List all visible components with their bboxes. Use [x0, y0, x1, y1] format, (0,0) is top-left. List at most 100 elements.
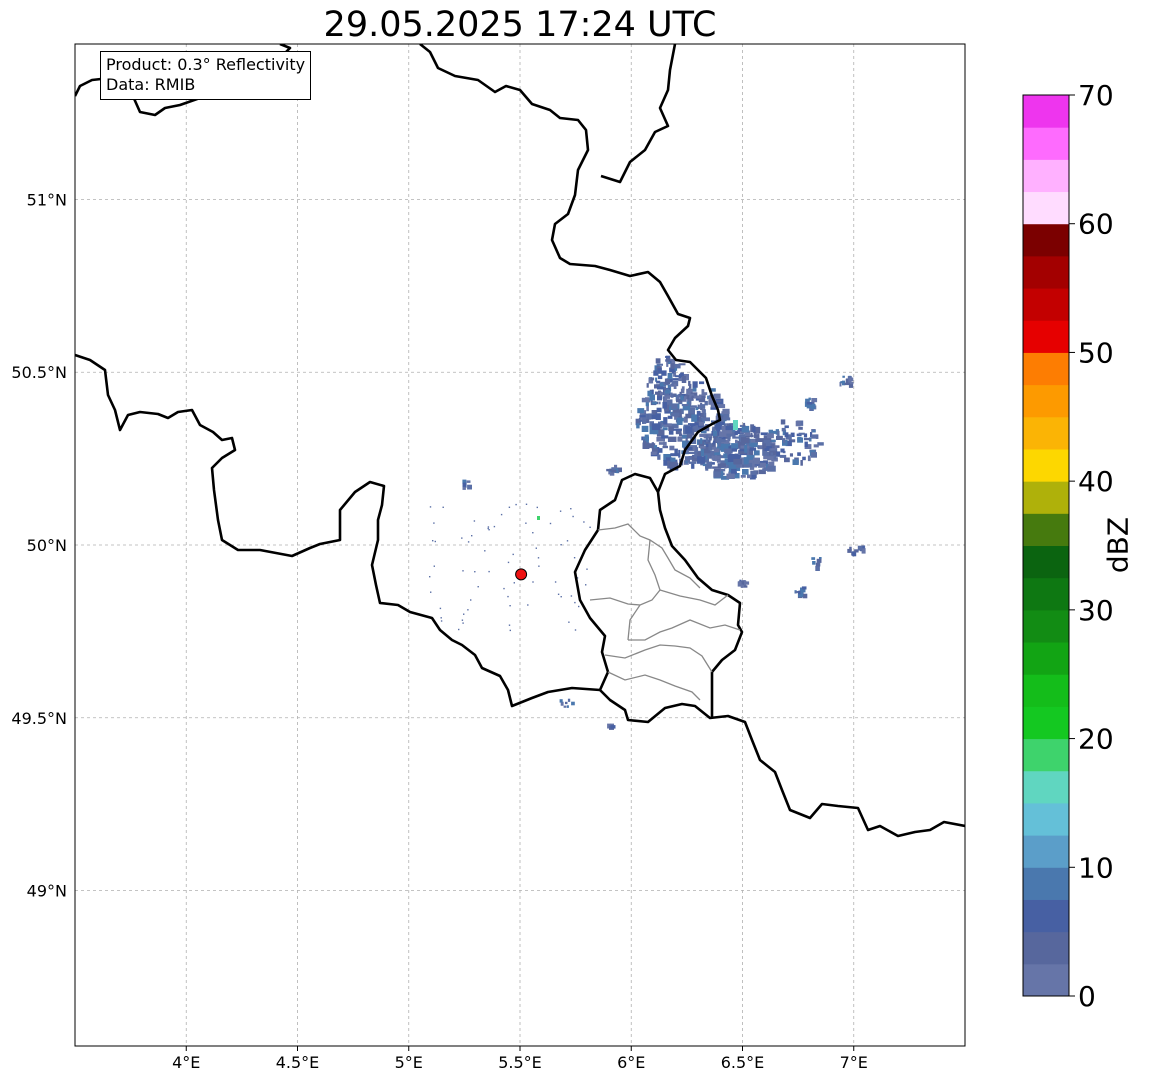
- echo-pixel: [847, 548, 852, 553]
- echo-pixel: [671, 380, 679, 387]
- echo-pixel: [651, 389, 654, 395]
- echo-pixel: [655, 358, 661, 364]
- echo-pixel: [847, 376, 852, 380]
- echo-speckle: [573, 557, 576, 559]
- echo-pixel: [673, 428, 682, 431]
- echo-pixel: [762, 450, 768, 456]
- echo-pixel: [713, 448, 720, 453]
- echo-pixel: [668, 429, 674, 435]
- echo-pixel: [678, 449, 681, 458]
- echo-pixel: [750, 442, 758, 447]
- echo-pixel: [770, 444, 775, 449]
- echo-pixel: [705, 457, 709, 463]
- echo-pixel: [725, 462, 734, 465]
- echo-pixel: [716, 431, 724, 438]
- echo-pixel: [750, 470, 757, 479]
- colorbar-segment: [1023, 835, 1069, 868]
- echo-pixel: [701, 446, 711, 454]
- echo-pixel: [848, 377, 852, 384]
- echo-speckle: [574, 601, 576, 604]
- colorbar-segment: [1023, 352, 1069, 386]
- echo-pixel: [804, 444, 812, 449]
- echo-pixel: [610, 725, 616, 729]
- echo-pixel: [712, 466, 722, 469]
- echo-pixel: [666, 355, 671, 362]
- echo-pixel: [672, 367, 678, 371]
- echo-pixel: [699, 446, 706, 449]
- echo-pixel: [732, 430, 738, 436]
- echo-pixel: [679, 433, 683, 437]
- echo-pixel: [719, 419, 724, 423]
- echo-pixel: [462, 479, 467, 484]
- echo-pixel: [678, 377, 685, 382]
- echo-pixel: [806, 401, 813, 405]
- echo-pixel: [649, 394, 655, 401]
- echo-pixel: [670, 461, 678, 468]
- echo-pixel: [653, 370, 659, 376]
- echo-pixel: [716, 404, 726, 409]
- colorbar-ticks: 0 10 20 30 40 50 60 70: [1069, 79, 1114, 1013]
- echo-pixel: [566, 705, 569, 708]
- echo-pixel: [686, 433, 693, 439]
- echo-speckle: [572, 515, 574, 518]
- echo-pixel: [679, 391, 682, 398]
- echo-pixel: [817, 442, 824, 446]
- border-luxembourg-south: [599, 689, 965, 838]
- echo-pixel: [650, 377, 655, 381]
- echo-pixel: [646, 403, 649, 412]
- echo-pixel: [685, 449, 689, 454]
- echo-pixel: [709, 388, 716, 392]
- echo-pixel: [844, 382, 851, 386]
- echo-pixel: [681, 386, 685, 391]
- echo-pixel: [662, 402, 667, 409]
- border-netherlands: [600, 44, 677, 184]
- echo-pixel: [703, 392, 708, 396]
- echo-pixel: [721, 443, 731, 449]
- echo-pixel: [717, 455, 720, 460]
- echo-pixel: [743, 462, 753, 468]
- echo-pixel: [790, 432, 795, 437]
- echo-pixel: [710, 450, 715, 456]
- lat-tick-label: 50.5°N: [11, 363, 67, 382]
- echo-speckle: [535, 547, 537, 549]
- echo-pixel: [706, 461, 713, 467]
- region-line: [604, 644, 713, 673]
- echo-pixel: [655, 377, 658, 382]
- echo-pixel: [744, 430, 751, 436]
- echo-pixel: [854, 549, 859, 553]
- colorbar-segment: [1023, 738, 1069, 772]
- echo-pixel: [671, 367, 675, 374]
- echo-pixel: [795, 591, 798, 594]
- echo-pixel: [685, 413, 694, 419]
- echo-pixel: [750, 474, 756, 480]
- echo-pixel: [664, 398, 668, 404]
- echo-pixel: [692, 425, 698, 430]
- echo-pixel: [852, 551, 857, 557]
- echo-pixel: [798, 590, 801, 595]
- colorbar-segment: [1023, 899, 1069, 933]
- colorbar-segment: [1023, 802, 1069, 836]
- echo-pixel: [662, 445, 668, 449]
- echo-pixel: [609, 471, 615, 476]
- echo-pixel: [659, 382, 664, 388]
- echo-pixel: [782, 429, 787, 436]
- echo-pixel: [691, 395, 694, 401]
- echo-pixel: [776, 435, 783, 440]
- echo-pixel: [686, 401, 689, 405]
- echo-pixel: [724, 458, 730, 465]
- echo-pixel: [792, 459, 799, 465]
- echo-pixel: [649, 426, 659, 435]
- echo-pixel: [815, 565, 820, 571]
- echo-pixel: [708, 437, 712, 441]
- echo-speckle: [568, 621, 570, 623]
- colorbar-segment: [1023, 481, 1069, 514]
- echo-pixel: [667, 373, 673, 380]
- echo-pixel: [752, 426, 756, 433]
- echo-pixel: [681, 434, 690, 439]
- border-belgium-france: [75, 353, 601, 708]
- echo-pixel: [733, 473, 740, 479]
- echo-pixel: [802, 456, 806, 461]
- echo-pixel: [746, 449, 754, 455]
- echo-pixel: [688, 388, 691, 396]
- echo-pixel: [698, 421, 705, 426]
